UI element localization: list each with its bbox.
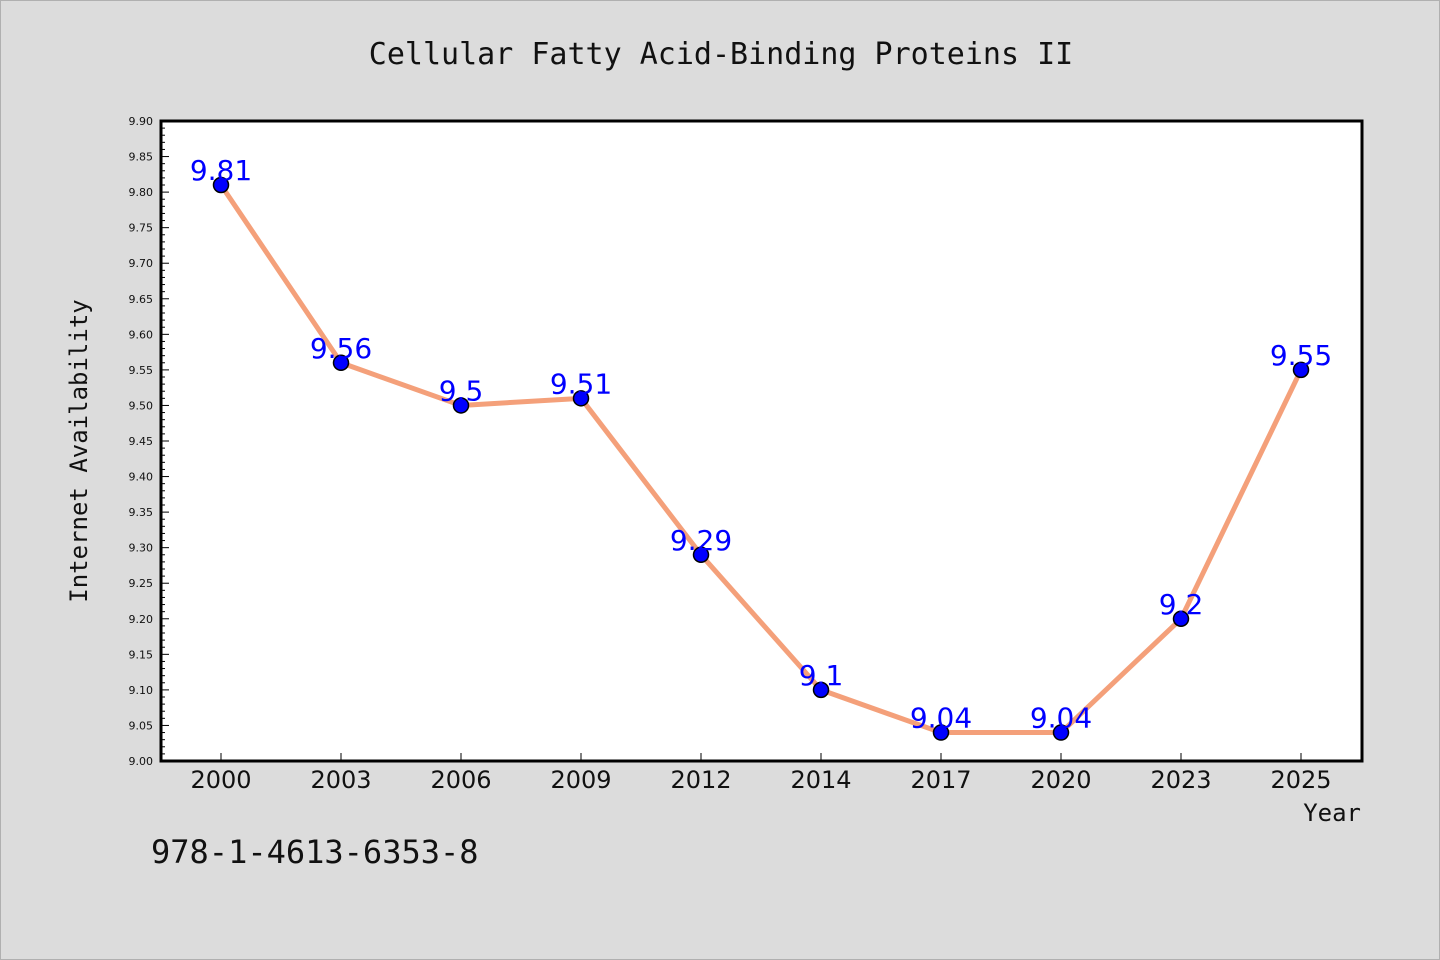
data-point xyxy=(812,681,830,699)
y-tick-label: 9.70 xyxy=(129,257,154,270)
y-tick-label: 9.80 xyxy=(129,186,154,199)
y-tick-label: 9.55 xyxy=(129,364,154,377)
y-tick-label: 9.90 xyxy=(129,115,154,128)
data-label: 9.5 xyxy=(439,374,484,407)
data-label: 9.04 xyxy=(910,702,972,735)
chart-title: Cellular Fatty Acid-Binding Proteins II xyxy=(369,37,1073,72)
x-tick-label: 2014 xyxy=(790,766,851,794)
x-tick-label: 2003 xyxy=(310,766,371,794)
data-series: 9.81 9.56 9.5 9.51 9.29 9.1 9.04 9.04 9.2 9.55 xyxy=(190,154,1332,741)
data-point xyxy=(332,354,350,372)
data-point xyxy=(1292,361,1310,379)
y-axis: 9.00 9.05 9.10 9.15 9.20 9.25 9.30 9.35 9.40 9.45… xyxy=(129,115,169,768)
data-label: 9.56 xyxy=(310,332,372,365)
y-tick-label: 9.20 xyxy=(129,613,154,626)
data-point xyxy=(1172,610,1190,628)
data-label: 9.51 xyxy=(550,367,612,400)
data-point xyxy=(452,397,470,414)
data-point xyxy=(1052,724,1070,741)
y-tick-label: 9.05 xyxy=(129,719,154,732)
y-tick-label: 9.50 xyxy=(129,399,154,412)
plot-area xyxy=(159,119,1364,763)
x-tick-label: 2009 xyxy=(550,766,611,794)
data-label: 9.04 xyxy=(1030,702,1092,735)
data-label: 9.2 xyxy=(1159,588,1204,621)
data-label: 9.55 xyxy=(1270,339,1332,372)
x-tick-label: 2012 xyxy=(670,766,731,794)
x-tick-label: 2000 xyxy=(190,766,251,794)
y-tick-label: 9.85 xyxy=(129,151,154,164)
data-label: 9.1 xyxy=(799,659,844,692)
y-axis-label: Internet Availability xyxy=(65,299,93,602)
y-tick-label: 9.10 xyxy=(129,684,154,697)
data-point xyxy=(572,390,590,407)
y-tick-label: 9.25 xyxy=(129,577,154,590)
x-tick-label: 2006 xyxy=(430,766,491,794)
data-label: 9.29 xyxy=(670,524,732,557)
x-tick-label: 2017 xyxy=(910,766,971,794)
y-tick-label: 9.00 xyxy=(129,755,154,768)
data-point xyxy=(212,176,230,194)
data-point xyxy=(932,724,950,741)
data-label: 9.81 xyxy=(190,154,252,187)
x-axis-label: Year xyxy=(1303,799,1361,827)
y-tick-label: 9.75 xyxy=(129,222,154,235)
series-line xyxy=(218,182,1304,736)
y-tick-label: 9.45 xyxy=(129,435,154,448)
isbn-footnote: 978-1-4613-6353-8 xyxy=(151,833,479,871)
data-point xyxy=(692,546,710,564)
y-tick-label: 9.15 xyxy=(129,648,154,661)
y-tick-label: 9.30 xyxy=(129,542,154,555)
y-tick-label: 9.60 xyxy=(129,328,154,341)
x-tick-label: 2025 xyxy=(1270,766,1331,794)
y-tick-label: 9.40 xyxy=(129,471,154,484)
y-tick-label: 9.35 xyxy=(129,506,154,519)
x-tick-label: 2023 xyxy=(1150,766,1211,794)
y-tick-label: 9.65 xyxy=(129,293,154,306)
x-tick-label: 2020 xyxy=(1030,766,1091,794)
x-axis: 2000 2003 2006 2009 2012 2014 2017 2020 2023 2025 xyxy=(190,753,1332,794)
